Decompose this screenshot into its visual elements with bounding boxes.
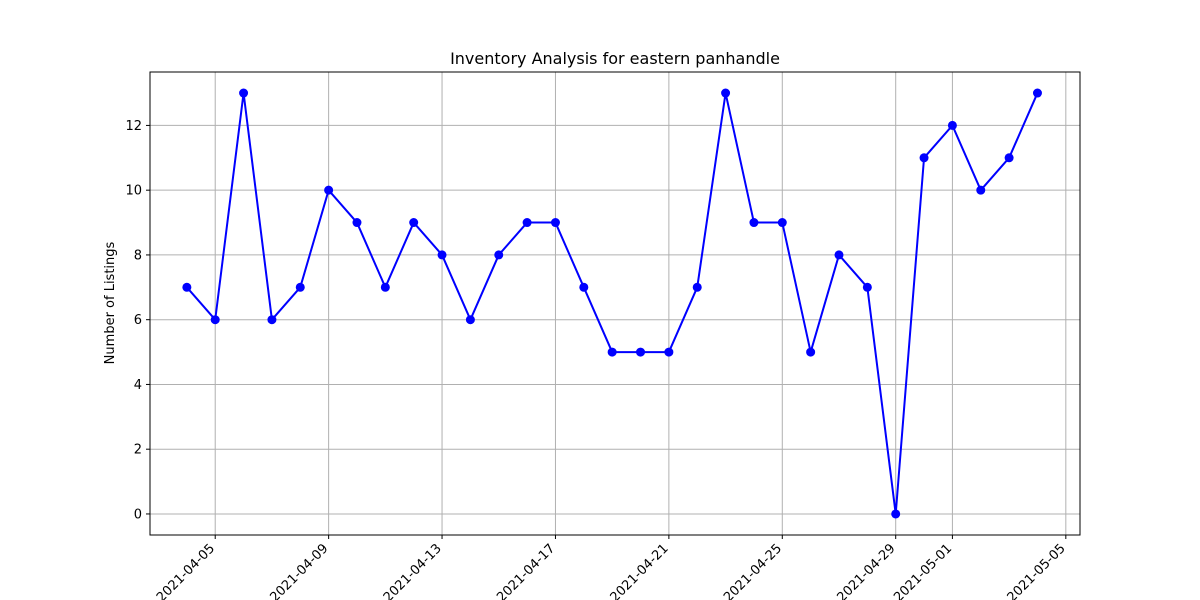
y-tick-label: 8 — [134, 248, 142, 263]
data-point — [777, 218, 787, 228]
data-point — [550, 218, 560, 228]
x-tick-label: 2021-04-05 — [154, 541, 218, 600]
data-point — [295, 282, 305, 292]
data-point — [1032, 88, 1042, 98]
data-point — [806, 347, 816, 357]
x-tick-label: 2021-04-21 — [608, 541, 672, 600]
y-tick-label: 0 — [134, 507, 142, 522]
data-point — [239, 88, 249, 98]
series-line — [186, 92, 1039, 515]
x-tick-label: 2021-04-29 — [834, 541, 898, 600]
grid-layer — [150, 72, 1080, 535]
data-point — [494, 250, 504, 260]
y-tick-label: 2 — [134, 443, 142, 458]
tick-layer: 2021-04-05 2021-04-09 2021-04-13 2021-04-17… — [125, 119, 1068, 600]
data-point — [692, 282, 702, 292]
data-point — [324, 185, 334, 195]
x-tick-label: 2021-04-25 — [721, 541, 785, 600]
data-point — [409, 218, 419, 228]
x-tick-label: 2021-04-17 — [494, 541, 558, 600]
data-point — [947, 120, 957, 130]
x-tick-label: 2021-04-09 — [267, 541, 331, 600]
data-point — [976, 185, 986, 195]
data-point — [636, 347, 646, 357]
plot-frame — [149, 71, 1081, 536]
y-tick-label: 4 — [134, 378, 142, 393]
data-point — [210, 315, 220, 325]
data-point — [1004, 153, 1014, 163]
x-tick-label: 2021-05-05 — [1005, 541, 1069, 600]
data-point — [862, 282, 872, 292]
y-tick-label: 6 — [134, 313, 142, 328]
series-layer — [182, 88, 1042, 519]
data-point — [607, 347, 617, 357]
data-point — [522, 218, 532, 228]
y-tick-label: 12 — [125, 119, 142, 134]
x-tick-label: 2021-04-13 — [381, 541, 445, 600]
data-point — [182, 282, 192, 292]
data-point — [834, 250, 844, 260]
y-axis-label: Number of Listings — [103, 241, 118, 364]
data-point — [721, 88, 731, 98]
data-point — [352, 218, 362, 228]
data-point — [465, 315, 475, 325]
data-point — [579, 282, 589, 292]
data-point — [919, 153, 929, 163]
data-point — [891, 509, 901, 519]
y-tick-label: 10 — [125, 184, 142, 199]
data-point — [267, 315, 277, 325]
data-point — [664, 347, 674, 357]
data-point — [749, 218, 759, 228]
data-point — [380, 282, 390, 292]
chart-title: Inventory Analysis for eastern panhandle — [450, 49, 780, 68]
data-point — [437, 250, 447, 260]
x-tick-label: 2021-05-01 — [891, 541, 955, 600]
